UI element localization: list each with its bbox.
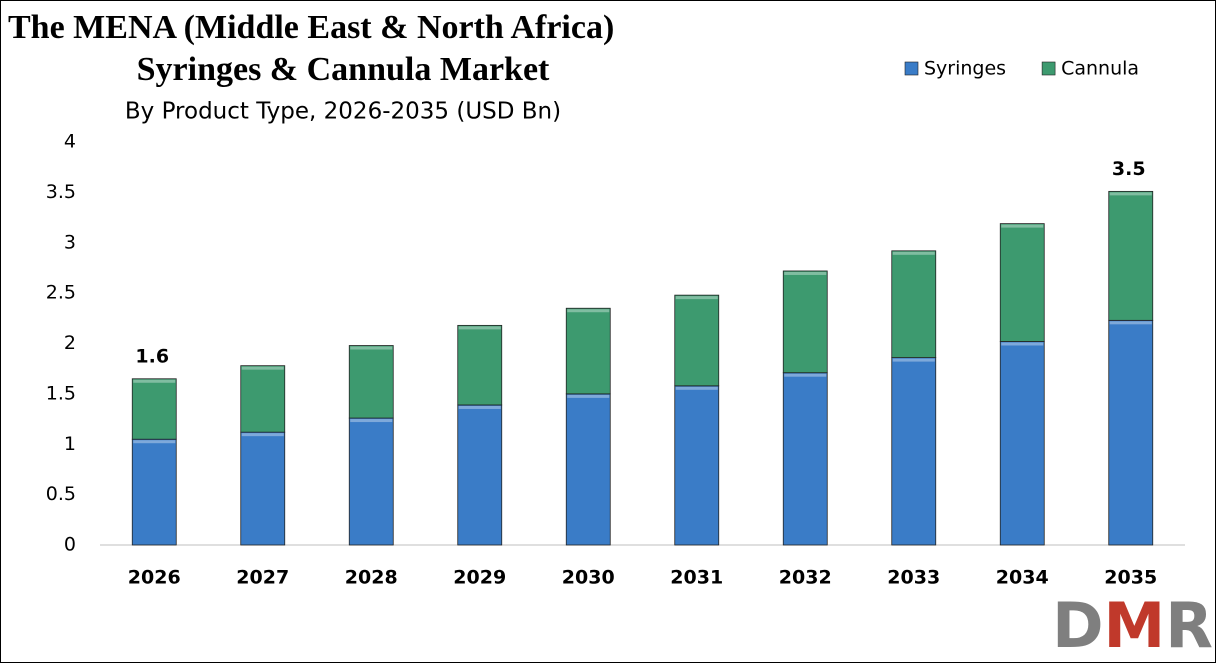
bar-highlight [350, 419, 393, 423]
chart-title: Syringes & Cannula Market [137, 51, 550, 88]
y-tick-label: 0 [64, 534, 76, 556]
chart-subtitle: By Product Type, 2026-2035 (USD Bn) [125, 99, 561, 125]
legend-swatch [904, 61, 919, 76]
x-tick-label: 2033 [887, 567, 940, 589]
bar-highlight [675, 386, 718, 390]
bar-highlight [675, 296, 718, 300]
bar-highlight [567, 394, 610, 398]
bar-segment [782, 372, 828, 546]
bar-highlight [892, 358, 935, 362]
bar-segment [240, 365, 286, 433]
bar-segment [1108, 190, 1154, 321]
bar-highlight [567, 309, 610, 313]
bar-highlight [350, 346, 393, 350]
legend-label: Syringes [924, 58, 1006, 80]
x-tick-label: 2027 [236, 567, 289, 589]
bar-highlight [784, 271, 827, 275]
bar-segment [999, 223, 1045, 342]
y-tick-label: 1 [64, 433, 76, 455]
bar-segment [674, 294, 720, 387]
bar-highlight [1001, 224, 1044, 228]
bar-segment [999, 341, 1045, 546]
bar-segment [131, 438, 177, 546]
y-tick-label: 0.5 [46, 483, 76, 505]
bar-segment [565, 307, 611, 395]
x-tick-label: 2032 [779, 567, 832, 589]
data-label: 3.5 [1112, 158, 1146, 180]
bar-highlight [241, 366, 284, 370]
bar-highlight [1001, 342, 1044, 346]
bar-segment [782, 270, 828, 374]
bar-highlight [1109, 192, 1152, 196]
logo: DMR [1052, 589, 1213, 662]
y-tick-label: 2 [64, 332, 76, 354]
x-tick-label: 2031 [670, 567, 723, 589]
bar-highlight [133, 440, 176, 444]
y-tick-label: 4 [64, 131, 76, 153]
bar-segment [240, 431, 286, 546]
bar-highlight [241, 433, 284, 437]
bar-segment [565, 393, 611, 546]
y-tick-label: 2.5 [46, 282, 76, 304]
y-tick-label: 3 [64, 231, 76, 253]
bar-highlight [892, 251, 935, 255]
bar-highlight [458, 405, 501, 409]
bar-highlight [133, 379, 176, 383]
bar-segment [891, 357, 937, 546]
bar-segment [891, 250, 937, 359]
bar-segment [1108, 319, 1154, 546]
x-tick-label: 2028 [345, 567, 398, 589]
chart-title: The MENA (Middle East & North Africa) [8, 9, 614, 46]
bar-highlight [1109, 321, 1152, 325]
x-tick-label: 2030 [562, 567, 615, 589]
bar-segment [348, 345, 394, 419]
legend-swatch [1041, 61, 1056, 76]
data-label: 1.6 [135, 345, 169, 367]
x-tick-label: 2035 [1104, 567, 1157, 589]
bar-segment [674, 385, 720, 546]
x-tick-label: 2029 [453, 567, 506, 589]
x-tick-label: 2026 [128, 567, 181, 589]
bar-highlight [784, 373, 827, 377]
bar-segment [457, 324, 503, 406]
bar-segment [457, 404, 503, 546]
y-tick-label: 1.5 [46, 382, 76, 404]
y-tick-label: 3.5 [46, 181, 76, 203]
x-tick-label: 2034 [996, 567, 1049, 589]
legend-label: Cannula [1061, 58, 1139, 80]
bar-segment [348, 417, 394, 546]
bar-highlight [458, 326, 501, 330]
bar-segment [131, 378, 177, 440]
